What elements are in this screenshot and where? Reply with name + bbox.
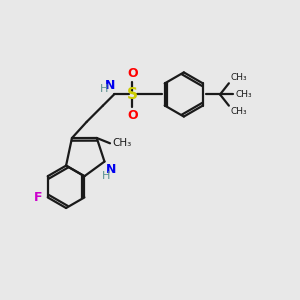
Text: N: N: [106, 163, 116, 176]
Text: O: O: [127, 109, 138, 122]
Text: F: F: [34, 191, 42, 204]
Text: CH₃: CH₃: [230, 73, 247, 82]
Text: CH₃: CH₃: [235, 90, 252, 99]
Text: H: H: [100, 84, 109, 94]
Text: H: H: [102, 171, 110, 181]
Text: CH₃: CH₃: [112, 138, 132, 148]
Text: O: O: [127, 67, 138, 80]
Text: N: N: [105, 79, 116, 92]
Text: S: S: [127, 87, 138, 102]
Text: CH₃: CH₃: [230, 107, 247, 116]
